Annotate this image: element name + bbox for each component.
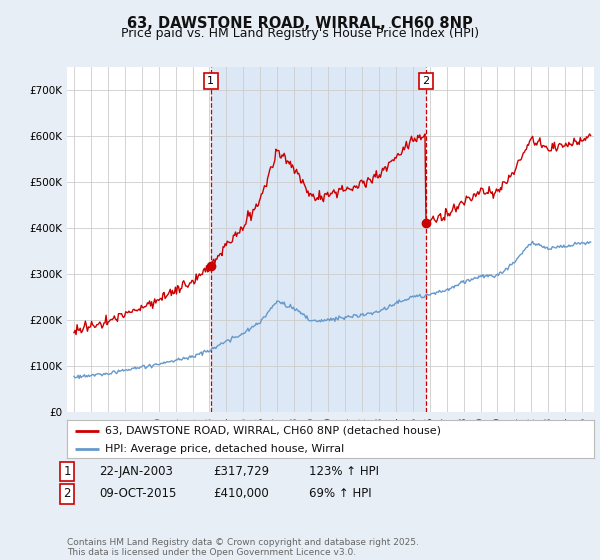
Text: 09-OCT-2015: 09-OCT-2015	[99, 487, 176, 501]
Text: 63, DAWSTONE ROAD, WIRRAL, CH60 8NP (detached house): 63, DAWSTONE ROAD, WIRRAL, CH60 8NP (det…	[105, 426, 441, 436]
Text: Contains HM Land Registry data © Crown copyright and database right 2025.
This d: Contains HM Land Registry data © Crown c…	[67, 538, 419, 557]
Text: Price paid vs. HM Land Registry's House Price Index (HPI): Price paid vs. HM Land Registry's House …	[121, 27, 479, 40]
Text: 69% ↑ HPI: 69% ↑ HPI	[309, 487, 371, 501]
Text: 22-JAN-2003: 22-JAN-2003	[99, 465, 173, 478]
Text: HPI: Average price, detached house, Wirral: HPI: Average price, detached house, Wirr…	[105, 444, 344, 454]
Text: £410,000: £410,000	[213, 487, 269, 501]
Text: 1: 1	[64, 465, 71, 478]
Text: 2: 2	[422, 76, 430, 86]
Text: 1: 1	[207, 76, 214, 86]
Bar	[211, 67, 426, 412]
Text: 63, DAWSTONE ROAD, WIRRAL, CH60 8NP: 63, DAWSTONE ROAD, WIRRAL, CH60 8NP	[127, 16, 473, 31]
Text: 123% ↑ HPI: 123% ↑ HPI	[309, 465, 379, 478]
Text: 2: 2	[64, 487, 71, 501]
Text: £317,729: £317,729	[213, 465, 269, 478]
